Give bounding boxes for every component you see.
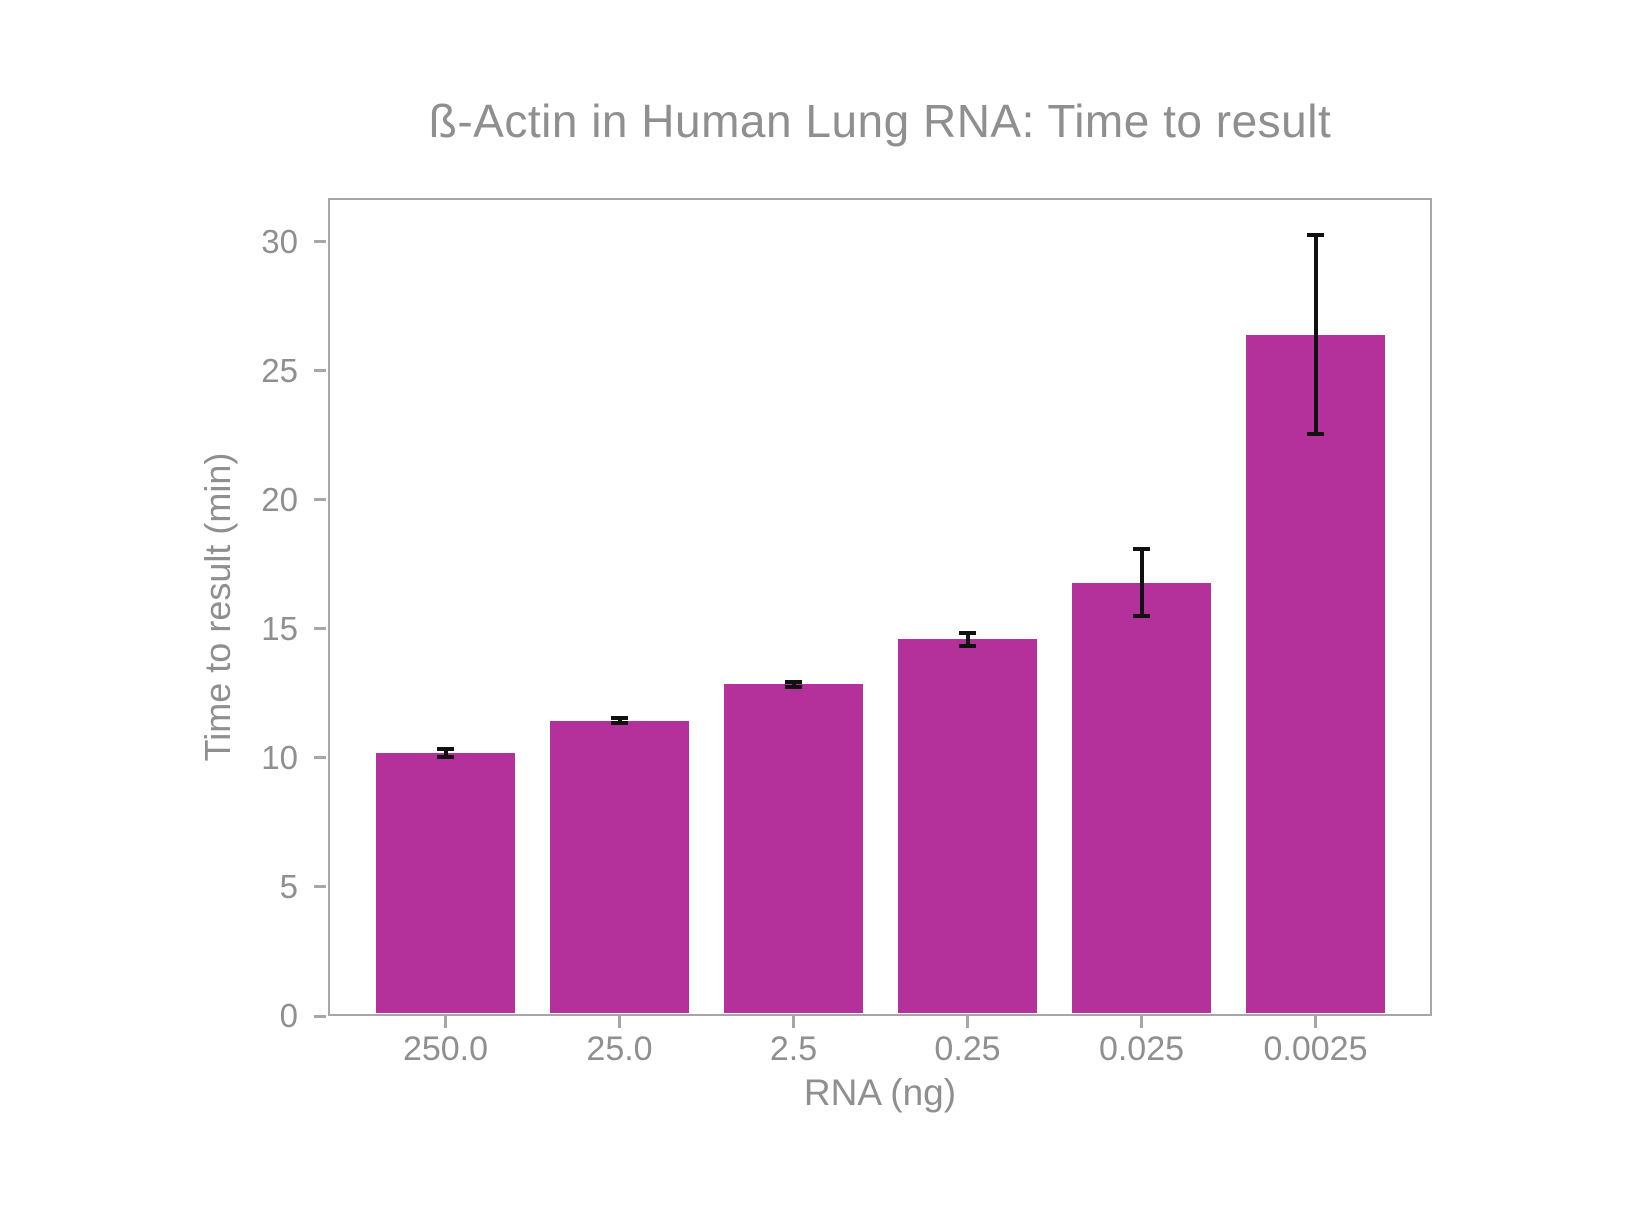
error-bar-cap-bottom: [1307, 432, 1324, 437]
error-bar-cap-top: [1307, 233, 1324, 238]
error-bar-cap-top: [611, 716, 628, 721]
x-tick-label: 0.25: [934, 1030, 1001, 1068]
chart-title: ß-Actin in Human Lung RNA: Time to resul…: [428, 95, 1332, 147]
y-tick-label: 15: [261, 609, 298, 647]
x-axis-label: RNA (ng): [803, 1072, 957, 1113]
y-tick-mark: [314, 498, 326, 502]
error-bar-cap-top: [437, 747, 454, 751]
error-bar-line: [1139, 549, 1144, 617]
error-bar-cap-bottom: [785, 685, 802, 690]
x-tick-mark: [618, 1016, 621, 1028]
bar: [898, 639, 1037, 1014]
error-bar-cap-top: [785, 679, 802, 684]
bar: [724, 684, 863, 1014]
error-bar-cap-top: [959, 630, 976, 635]
x-tick-mark: [966, 1016, 969, 1028]
x-tick-mark: [792, 1016, 795, 1028]
error-bar-line: [965, 632, 970, 646]
error-bar-line: [791, 681, 796, 688]
y-tick-mark: [314, 369, 326, 373]
x-tick-mark: [1314, 1016, 1317, 1028]
y-tick-mark: [314, 240, 326, 244]
bar: [1072, 582, 1211, 1014]
bar: [550, 720, 689, 1014]
x-tick-label: 250.0: [402, 1030, 489, 1068]
y-tick-mark: [314, 885, 326, 889]
error-bar-line: [617, 718, 622, 724]
y-tick-label: 5: [279, 867, 298, 905]
y-tick-label: 10: [261, 738, 298, 776]
y-tick-label: 25: [261, 351, 298, 389]
error-bar-cap-bottom: [1133, 614, 1150, 619]
error-bar-cap-bottom: [611, 721, 628, 726]
y-tick-label: 0: [279, 997, 298, 1034]
bar: [376, 752, 515, 1014]
y-tick-mark: [314, 627, 326, 631]
x-tick-label: 0.025: [1098, 1030, 1185, 1068]
y-tick-mark: [314, 756, 326, 760]
y-tick-mark: [314, 1014, 326, 1018]
y-tick-label: 30: [261, 222, 298, 260]
error-bar-line: [1313, 235, 1318, 435]
x-tick-mark: [1140, 1016, 1143, 1028]
x-tick-mark: [444, 1016, 447, 1028]
bar: [1246, 334, 1385, 1014]
error-bar-line: [443, 749, 448, 757]
x-tick-label: 0.0025: [1263, 1030, 1368, 1068]
x-tick-label: 25.0: [586, 1030, 653, 1068]
x-tick-label: 2.5: [769, 1030, 818, 1068]
error-bar-cap-bottom: [959, 643, 976, 648]
error-bar-cap-top: [1133, 547, 1150, 552]
error-bar-cap-bottom: [437, 754, 454, 759]
y-tick-label: 20: [261, 480, 298, 518]
